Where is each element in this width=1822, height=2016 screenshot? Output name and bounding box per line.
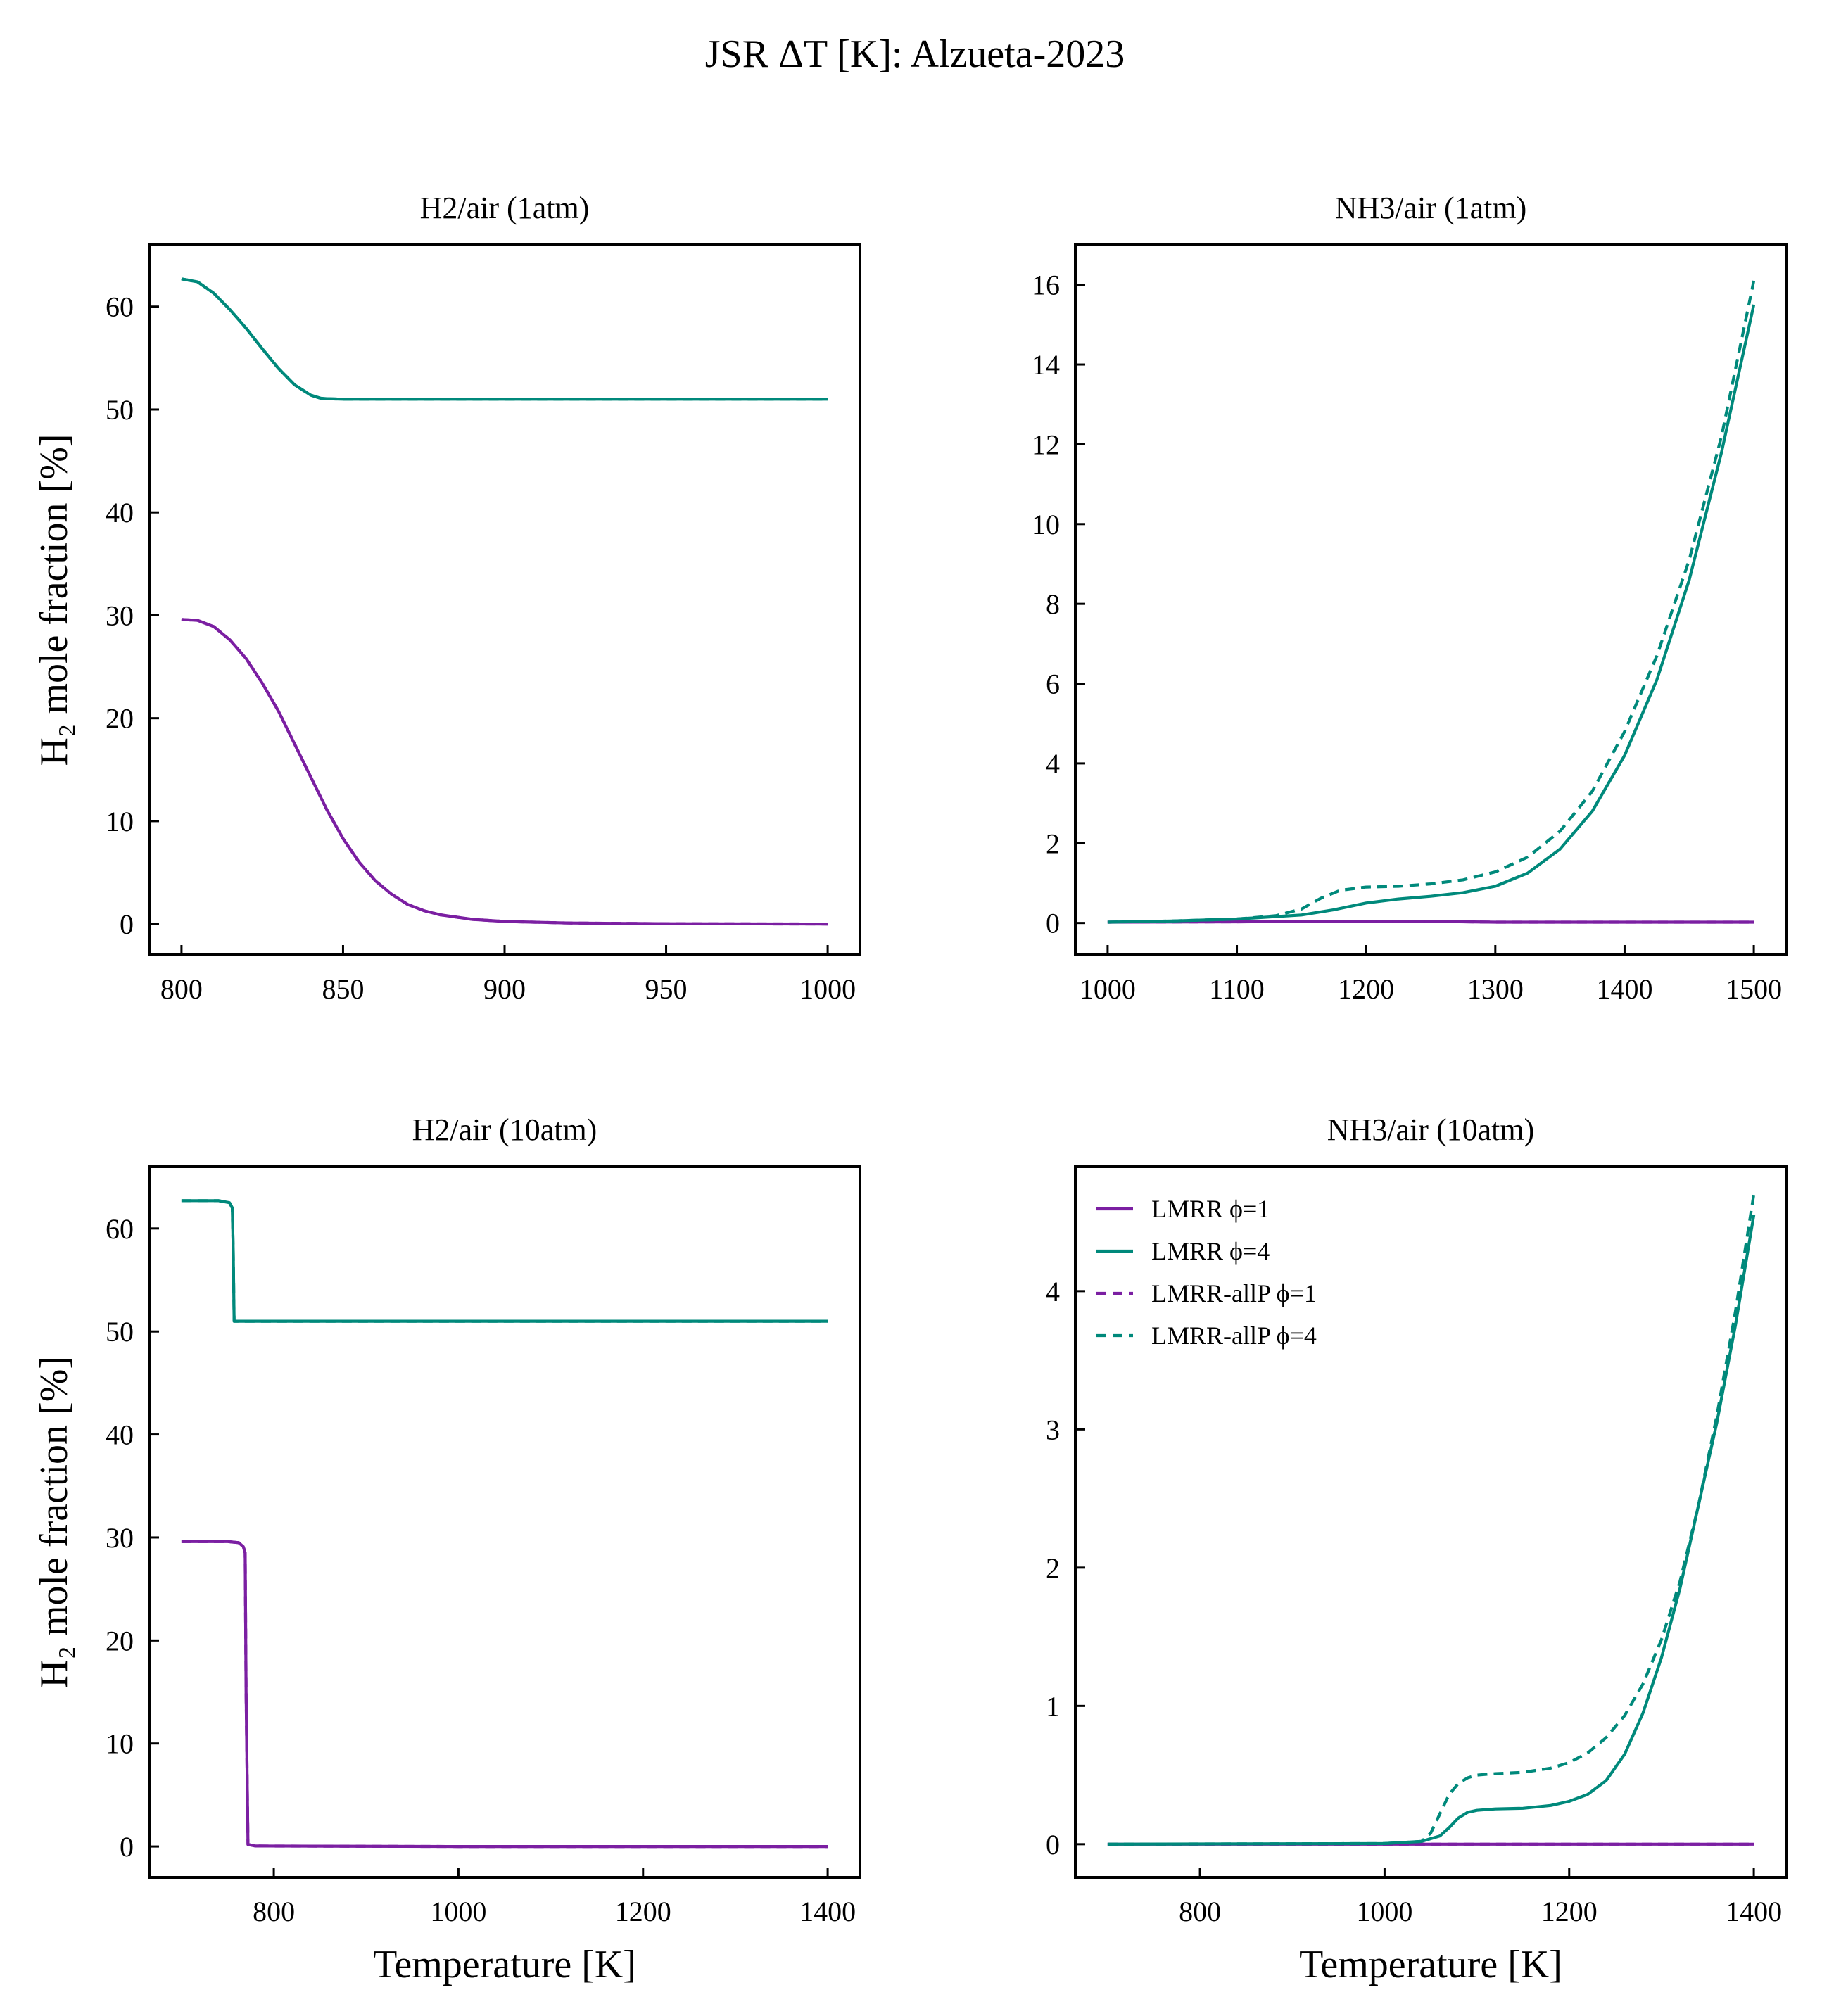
x-tick-label: 1100 [1209,973,1265,1005]
y-tick-label: 12 [1032,429,1060,460]
subplot-title: H2/air (1atm) [420,191,590,225]
y-tick-label: 30 [106,600,134,631]
x-tick-label: 800 [253,1896,295,1927]
series-line-3 [181,618,828,926]
legend-label: LMRR ϕ=1 [1151,1195,1270,1223]
series-line-3 [1107,304,1756,924]
y-tick-label: 50 [106,394,134,426]
subplot-title: H2/air (10atm) [412,1112,597,1147]
y-tick-label: 8 [1046,588,1060,620]
x-tick-label: 850 [322,973,364,1005]
axes-frame [148,1165,861,1879]
x-axis-label: Temperature [K] [373,1943,636,1986]
y-axis-label: H₂ mole fraction [%] [32,1356,76,1688]
series-line-4 [1107,1193,1756,1846]
y-tick-label: 3 [1046,1414,1060,1445]
y-tick-label: 1 [1046,1690,1060,1722]
series-line-3 [181,1540,828,1849]
legend: LMRR ϕ=1 LMRR ϕ=4 LMRR-allP ϕ=1 LMRR-allP ϕ… [1096,1195,1317,1350]
y-tick-label: 60 [106,291,134,323]
y-tick-label: 50 [106,1316,134,1348]
series-group [181,277,828,926]
x-tick-label: 1300 [1467,973,1524,1005]
panels: H2/air (1atm)800 850 900 950 100001020304050… [32,191,1788,1986]
y-tick-label: 4 [1046,748,1060,780]
x-tick-label: 900 [483,973,526,1005]
legend-label: LMRR ϕ=4 [1151,1237,1270,1265]
x-tick-label: 1200 [1541,1896,1598,1927]
series-line-1 [181,277,828,401]
series-line-3 [1107,1215,1756,1846]
series-line-2 [181,277,828,401]
x-tick-label: 1500 [1726,973,1782,1005]
series-line-2 [181,1199,828,1323]
x-tick-label: 1200 [1338,973,1394,1005]
y-tick-label: 4 [1046,1276,1060,1307]
subplot-title: NH3/air (1atm) [1335,191,1526,225]
axes-frame [148,243,861,956]
y-tick-label: 14 [1032,349,1060,381]
legend-label: LMRR-allP ϕ=4 [1151,1321,1317,1350]
y-tick-label: 40 [106,497,134,528]
x-tick-label: 800 [160,973,203,1005]
y-tick-label: 0 [1046,1829,1060,1860]
subplot-4: NH3/air (10atm) 800 1000 1200 1400 0 1 2 3 4 Tempe… [1046,1112,1788,1986]
y-tick-label: 10 [106,806,134,837]
y-tick-label: 0 [1046,908,1060,939]
series-line-1 [1107,920,1754,924]
x-tick-label: 1000 [799,973,856,1005]
y-tick-label: 10 [106,1728,134,1760]
subplot-1: H2/air (1atm) 800 850 900 950 1000 0 10 20 30 40 50… [32,191,861,1005]
x-tick-label: 1200 [615,1896,671,1927]
y-tick-label: 16 [1032,270,1060,301]
series-group [181,1199,828,1849]
axes-frame [1074,1165,1788,1879]
x-tick-label: 800 [1179,1896,1221,1927]
y-tick-label: 0 [120,1831,134,1863]
series-line-4 [181,618,828,926]
y-tick-label: 6 [1046,668,1060,700]
y-tick-label: 2 [1046,828,1060,859]
x-tick-label: 1000 [430,1896,486,1927]
y-tick-label: 20 [106,1625,134,1656]
subplot-2: NH3/air (1atm) 1000 1100 1200 1300 1400 1500 0 2… [1032,191,1788,1005]
x-axis-label: Temperature [K] [1299,1943,1562,1986]
figure-title: JSR ΔT [K]: Alzueta-2023 [705,32,1125,76]
series-line-4 [181,1540,828,1849]
y-tick-label: 10 [1032,509,1060,540]
x-tick-label: 1400 [799,1896,856,1927]
y-axis-label: H₂ mole fraction [%] [32,433,76,766]
y-tick-label: 60 [106,1213,134,1245]
legend-label: LMRR-allP ϕ=1 [1151,1279,1317,1307]
series-line-4 [1107,280,1756,924]
x-tick-label: 1000 [1080,973,1136,1005]
subplot-title: NH3/air (10atm) [1327,1112,1534,1147]
y-tick-label: 30 [106,1522,134,1554]
x-tick-label: 950 [645,973,688,1005]
series-line-1 [181,1199,828,1323]
x-tick-label: 1000 [1356,1896,1412,1927]
y-tick-label: 0 [120,908,134,940]
y-tick-label: 40 [106,1419,134,1451]
x-tick-label: 1400 [1726,1896,1782,1927]
y-tick-label: 20 [106,703,134,735]
subplot-3: H2/air (10atm) 800 1000 1200 1400 0 10 20 30 40 50… [32,1112,861,1986]
y-tick-label: 2 [1046,1552,1060,1584]
x-tick-label: 1400 [1596,973,1652,1005]
series-group [1107,280,1756,924]
series-group [1107,1193,1756,1846]
axes-frame [1074,243,1788,956]
